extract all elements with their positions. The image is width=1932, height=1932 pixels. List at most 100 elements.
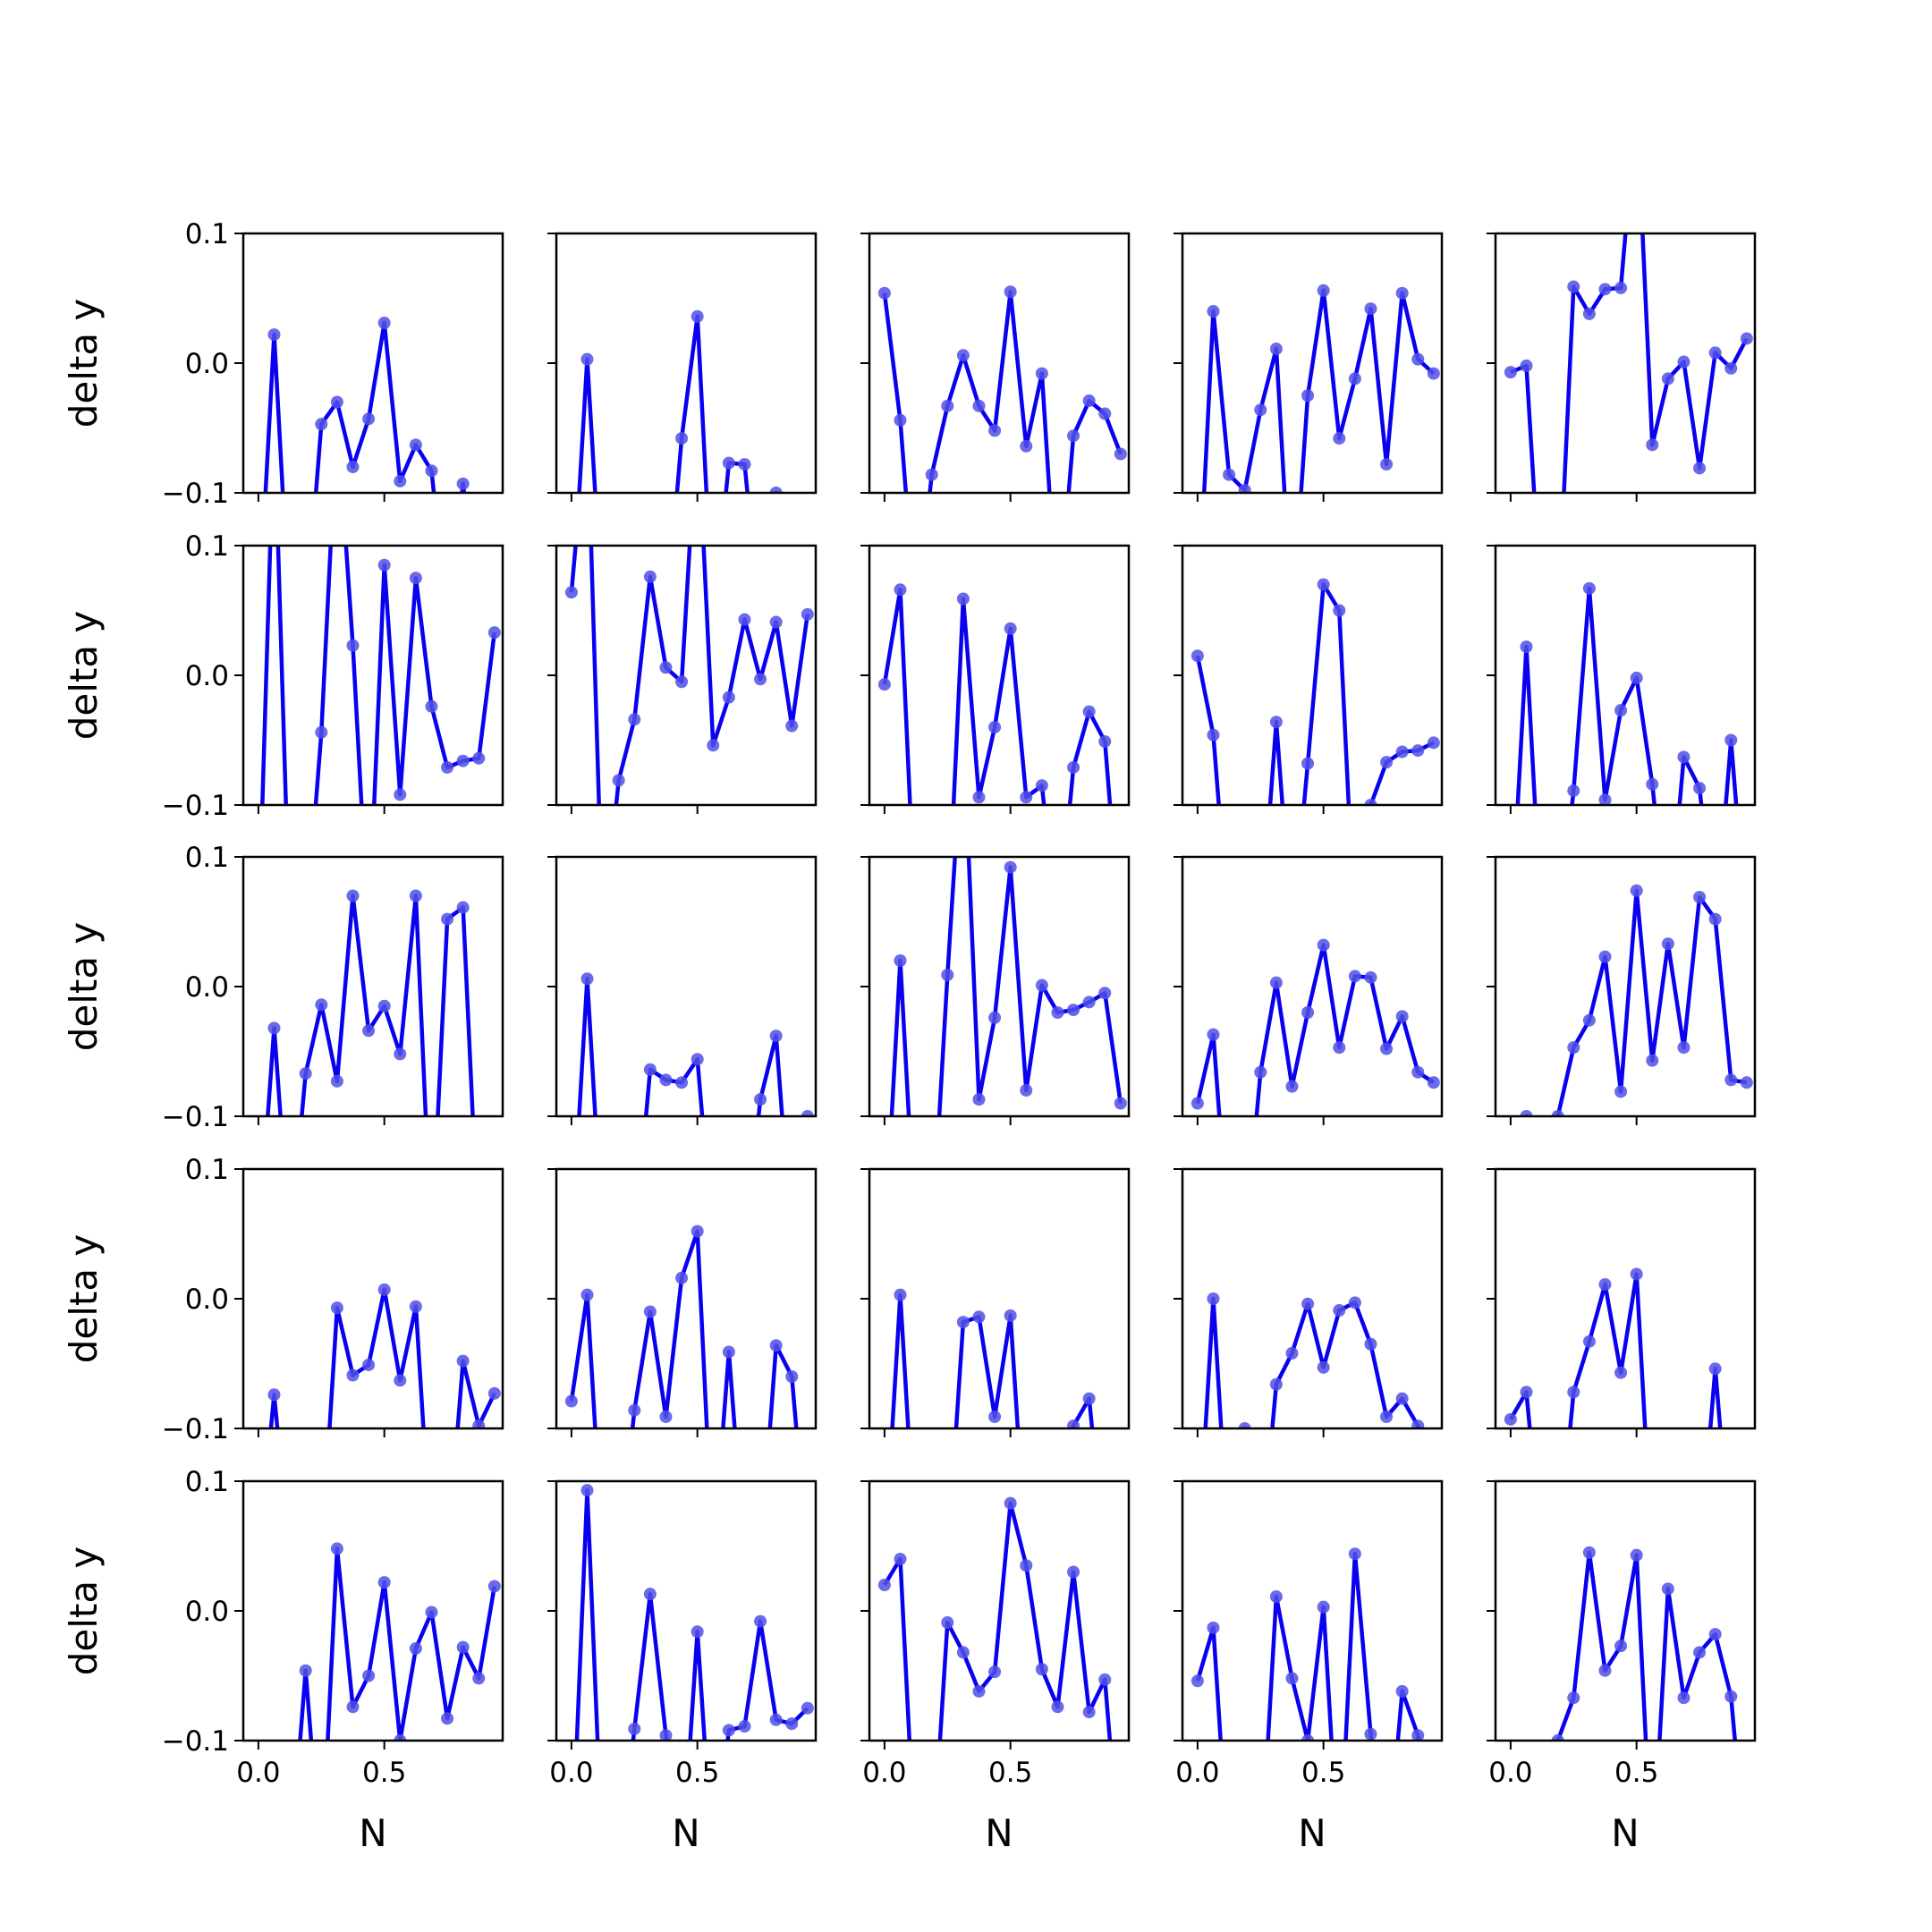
data-point	[284, 928, 296, 941]
data-point	[956, 592, 970, 606]
data-point	[472, 751, 486, 765]
data-point	[785, 1370, 799, 1383]
panel-r2-c4	[1174, 544, 1444, 814]
data-point	[894, 1288, 907, 1301]
data-point	[1082, 996, 1096, 1009]
data-point	[1708, 346, 1722, 360]
data-point	[1598, 283, 1612, 296]
x-tick-label: 0.5	[988, 1757, 1032, 1789]
data-point	[707, 1552, 719, 1564]
data-point	[565, 616, 578, 629]
plot-area	[889, 857, 1127, 1116]
data-point	[972, 1684, 986, 1698]
data-point	[1693, 890, 1707, 903]
data-point	[252, 928, 265, 941]
data-point	[1614, 1085, 1628, 1098]
data-point	[1646, 1552, 1658, 1564]
x-tick-label: 0.0	[236, 1757, 280, 1789]
data-point	[1238, 1422, 1251, 1428]
series-line	[1515, 586, 1739, 805]
y-tick-label: 0.0	[185, 1596, 229, 1628]
data-point	[1614, 281, 1628, 294]
data-point	[564, 1394, 578, 1408]
data-point	[1520, 359, 1533, 372]
data-point	[988, 1011, 1002, 1024]
data-point	[299, 1664, 312, 1677]
data-point	[1536, 1552, 1548, 1564]
data-point	[346, 1368, 360, 1382]
data-point	[613, 1552, 625, 1564]
data-point	[1677, 750, 1690, 764]
data-point	[1380, 1864, 1393, 1877]
data-point	[1004, 860, 1017, 874]
data-point	[1582, 581, 1596, 595]
data-point	[926, 1552, 938, 1564]
data-point	[1364, 1337, 1377, 1351]
data-point	[1661, 372, 1674, 386]
data-point	[675, 432, 689, 445]
data-point	[1004, 1496, 1017, 1510]
data-point	[409, 1300, 422, 1313]
data-point	[925, 468, 938, 481]
y-tick-label: 0.0	[185, 348, 229, 380]
data-point	[1301, 1006, 1315, 1019]
plot-area	[1191, 938, 1440, 1116]
data-point	[877, 286, 891, 300]
data-point	[1098, 734, 1112, 748]
series-line	[569, 1229, 799, 1428]
data-point	[1646, 1864, 1658, 1877]
data-point	[441, 1712, 454, 1725]
data-point	[1428, 1552, 1440, 1564]
data-point	[1285, 1672, 1299, 1685]
data-point	[1035, 1663, 1048, 1676]
plot-area	[263, 317, 470, 629]
data-point	[1020, 1084, 1033, 1097]
data-point	[643, 1063, 657, 1076]
data-point	[769, 1713, 783, 1726]
y-tick-label: −0.1	[162, 1101, 229, 1133]
plot-area	[1191, 578, 1440, 805]
data-point	[1536, 1240, 1548, 1252]
data-point	[580, 972, 594, 986]
data-point	[1082, 1392, 1096, 1405]
panel-r3-c3	[860, 855, 1131, 1125]
data-point	[1708, 1628, 1722, 1641]
data-point	[1364, 1727, 1377, 1741]
data-point	[1395, 1010, 1409, 1023]
data-point	[1301, 389, 1315, 402]
data-point	[659, 1729, 673, 1741]
panel-r4-c3	[860, 1167, 1131, 1564]
y-axis-label: delta y	[62, 922, 106, 1052]
data-point	[972, 791, 986, 804]
x-axis-label: N	[1611, 1811, 1639, 1855]
data-point	[613, 1864, 625, 1877]
data-point	[754, 673, 767, 686]
data-point	[1598, 950, 1612, 963]
data-point	[707, 739, 720, 752]
plot-area	[565, 1484, 814, 1877]
data-point	[926, 1864, 938, 1877]
data-point	[441, 616, 453, 629]
plot-area	[1191, 1547, 1425, 1877]
panel-r1-c5	[1487, 232, 1757, 502]
plot-area	[877, 583, 1113, 805]
data-point	[377, 999, 391, 1013]
data-point	[456, 901, 470, 914]
data-point	[1239, 1864, 1251, 1877]
data-point	[1004, 1309, 1017, 1322]
y-tick-label: −0.1	[162, 1413, 229, 1445]
data-point	[1114, 1097, 1127, 1110]
data-point	[441, 760, 454, 774]
data-point	[565, 1864, 578, 1877]
data-point	[1630, 671, 1643, 684]
data-point	[722, 1345, 735, 1359]
data-point	[597, 616, 609, 629]
series-line	[882, 1501, 1113, 1741]
data-point	[377, 1283, 391, 1296]
data-point	[675, 1076, 689, 1089]
data-point	[1598, 1664, 1612, 1677]
data-point	[1020, 1559, 1033, 1572]
data-point	[801, 1110, 814, 1116]
data-point	[1317, 1360, 1330, 1374]
data-point	[1395, 1392, 1409, 1405]
